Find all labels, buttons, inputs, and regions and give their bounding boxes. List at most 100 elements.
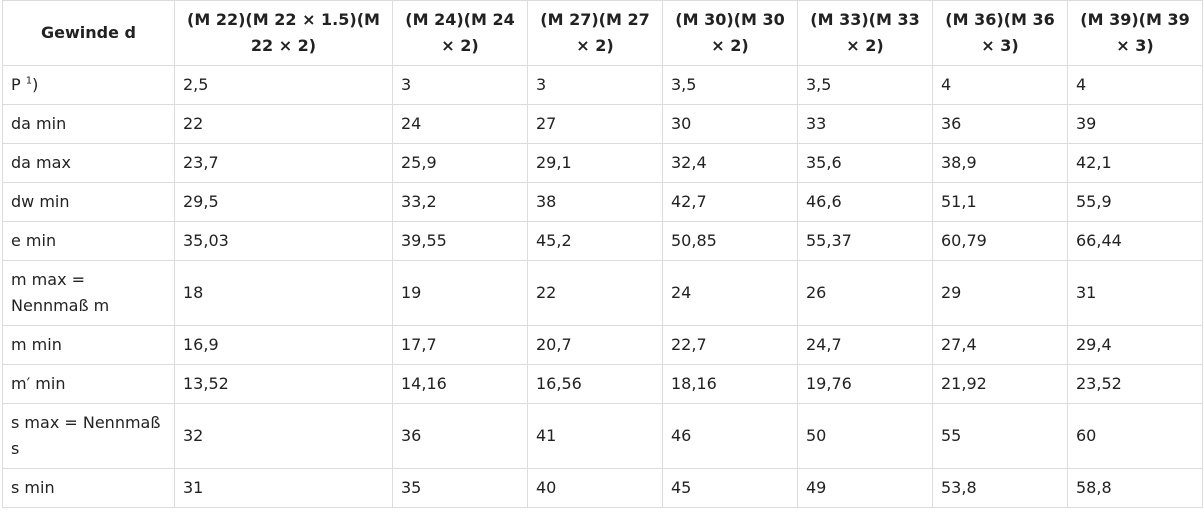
table-cell: 36	[932, 104, 1068, 144]
table-cell: 22	[174, 104, 393, 144]
table-cell: 49	[797, 468, 933, 508]
row-label: s min	[2, 468, 175, 508]
table-cell: 32	[174, 403, 393, 469]
table-cell: 24	[662, 260, 798, 326]
table-cell: 14,16	[392, 364, 528, 404]
table-cell: 29,1	[527, 143, 663, 183]
table-cell: 18	[174, 260, 393, 326]
table-cell: 22,7	[662, 325, 798, 365]
table-cell: 3	[527, 65, 663, 105]
row-label: P 1)	[2, 65, 175, 105]
table-cell: 66,44	[1067, 221, 1203, 261]
table-cell: 13,52	[174, 364, 393, 404]
table-cell: 50	[797, 403, 933, 469]
row-label: m min	[2, 325, 175, 365]
table-cell: 60	[1067, 403, 1203, 469]
row-label-text: P	[11, 75, 21, 94]
table-cell: 27,4	[932, 325, 1068, 365]
table-row: da max 23,7 25,9 29,1 32,4 35,6 38,9 42,…	[2, 143, 1203, 183]
table-cell: 55	[932, 403, 1068, 469]
table-cell: 3	[392, 65, 528, 105]
table-cell: 38	[527, 182, 663, 222]
table-cell: 29,4	[1067, 325, 1203, 365]
table-cell: 60,79	[932, 221, 1068, 261]
table-cell: 18,16	[662, 364, 798, 404]
table-cell: 33	[797, 104, 933, 144]
table-cell: 45,2	[527, 221, 663, 261]
table-row: m min 16,9 17,7 20,7 22,7 24,7 27,4 29,4	[2, 325, 1203, 365]
table-cell: 4	[1067, 65, 1203, 105]
table-row: s max = Nennmaß s 32 36 41 46 50 55 60	[2, 403, 1203, 469]
table-cell: 38,9	[932, 143, 1068, 183]
header-cell: (M 22)(M 22 × 1.5)(M 22 × 2)	[174, 0, 393, 66]
table-cell: 30	[662, 104, 798, 144]
table-cell: 22	[527, 260, 663, 326]
table-cell: 32,4	[662, 143, 798, 183]
table-cell: 24	[392, 104, 528, 144]
table-cell: 16,56	[527, 364, 663, 404]
table-cell: 21,92	[932, 364, 1068, 404]
table-cell: 35	[392, 468, 528, 508]
row-label: dw min	[2, 182, 175, 222]
table-cell: 46,6	[797, 182, 933, 222]
table-row: m max = Nennmaß m 18 19 22 24 26 29 31	[2, 260, 1203, 326]
table-row: P 1) 2,5 3 3 3,5 3,5 4 4	[2, 65, 1203, 105]
table-cell: 36	[392, 403, 528, 469]
row-label: s max = Nennmaß s	[2, 403, 175, 469]
table-cell: 42,1	[1067, 143, 1203, 183]
table-row: m′ min 13,52 14,16 16,56 18,16 19,76 21,…	[2, 364, 1203, 404]
table-cell: 40	[527, 468, 663, 508]
table-cell: 19	[392, 260, 528, 326]
table-cell: 45	[662, 468, 798, 508]
row-label: m′ min	[2, 364, 175, 404]
table-cell: 35,6	[797, 143, 933, 183]
table-cell: 50,85	[662, 221, 798, 261]
table-cell: 55,9	[1067, 182, 1203, 222]
header-cell: (M 30)(M 30 × 2)	[662, 0, 798, 66]
table-cell: 2,5	[174, 65, 393, 105]
row-label-suffix: )	[32, 75, 39, 94]
table-cell: 23,7	[174, 143, 393, 183]
dimensions-table: Gewinde d (M 22)(M 22 × 1.5)(M 22 × 2) (…	[2, 0, 1203, 508]
table-cell: 29,5	[174, 182, 393, 222]
footnote-marker: 1	[25, 75, 33, 87]
row-label: e min	[2, 221, 175, 261]
row-label: da max	[2, 143, 175, 183]
table-cell: 17,7	[392, 325, 528, 365]
header-cell: (M 36)(M 36 × 3)	[932, 0, 1068, 66]
header-cell: (M 24)(M 24 × 2)	[392, 0, 528, 66]
table-cell: 16,9	[174, 325, 393, 365]
table-cell: 39	[1067, 104, 1203, 144]
table-cell: 39,55	[392, 221, 528, 261]
table-cell: 51,1	[932, 182, 1068, 222]
table-cell: 46	[662, 403, 798, 469]
table-cell: 19,76	[797, 364, 933, 404]
table-cell: 29	[932, 260, 1068, 326]
table-row: s min 31 35 40 45 49 53,8 58,8	[2, 468, 1203, 508]
table-row: dw min 29,5 33,2 38 42,7 46,6 51,1 55,9	[2, 182, 1203, 222]
table-cell: 20,7	[527, 325, 663, 365]
header-cell: (M 39)(M 39 × 3)	[1067, 0, 1203, 66]
table-cell: 23,52	[1067, 364, 1203, 404]
row-label: m max = Nennmaß m	[2, 260, 175, 326]
table-cell: 41	[527, 403, 663, 469]
table-cell: 3,5	[662, 65, 798, 105]
table-cell: 25,9	[392, 143, 528, 183]
table-cell: 27	[527, 104, 663, 144]
table-cell: 53,8	[932, 468, 1068, 508]
table-cell: 35,03	[174, 221, 393, 261]
table-cell: 4	[932, 65, 1068, 105]
row-label: da min	[2, 104, 175, 144]
table-cell: 26	[797, 260, 933, 326]
table-header-row: Gewinde d (M 22)(M 22 × 1.5)(M 22 × 2) (…	[2, 0, 1203, 66]
table-cell: 24,7	[797, 325, 933, 365]
table-cell: 55,37	[797, 221, 933, 261]
table-cell: 58,8	[1067, 468, 1203, 508]
table-cell: 31	[174, 468, 393, 508]
table-cell: 42,7	[662, 182, 798, 222]
header-cell: (M 27)(M 27 × 2)	[527, 0, 663, 66]
table-cell: 3,5	[797, 65, 933, 105]
table-cell: 33,2	[392, 182, 528, 222]
table-row: e min 35,03 39,55 45,2 50,85 55,37 60,79…	[2, 221, 1203, 261]
header-cell: (M 33)(M 33 × 2)	[797, 0, 933, 66]
